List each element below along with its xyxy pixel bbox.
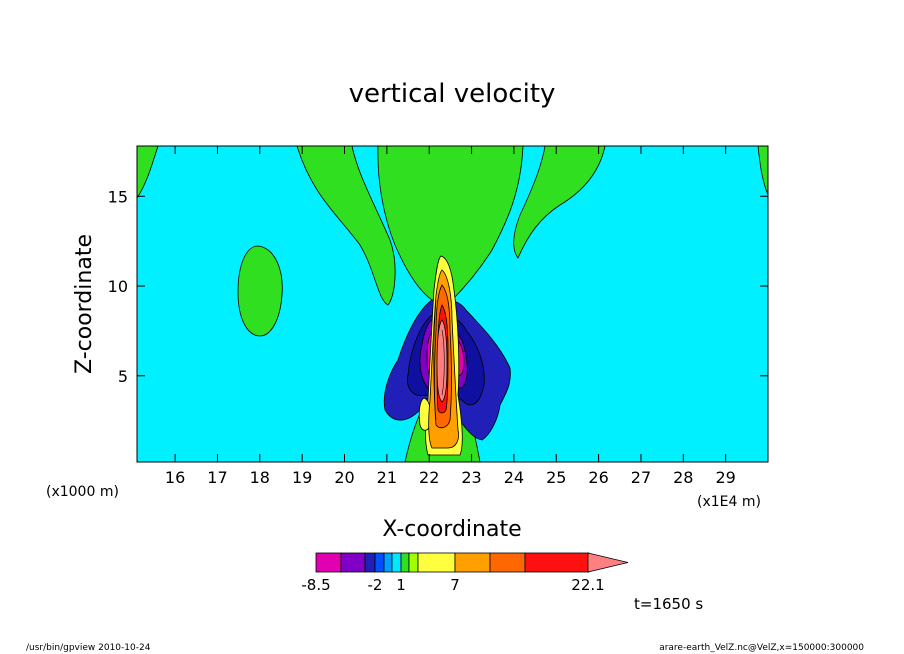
colorbar-segment (408, 552, 419, 573)
x-axis-ticks: 16 17 18 19 20 21 22 23 24 25 26 27 28 29 (165, 146, 736, 487)
chart-title: vertical velocity (349, 79, 556, 109)
x-tick-label: 24 (504, 468, 524, 487)
colorbar-segment (524, 552, 589, 573)
colorbar-tick-label: 22.1 (571, 576, 604, 594)
contour-green-left-lobe (237, 245, 283, 337)
x-tick-label: 26 (588, 468, 608, 487)
y-axis-ticks: 5 10 15 (108, 187, 768, 386)
colorbar-segment (374, 552, 385, 573)
x-tick-label: 22 (419, 468, 439, 487)
x-tick-label: 25 (546, 468, 566, 487)
x-tick-label: 16 (165, 468, 185, 487)
contour-green-right-wedge (513, 146, 606, 259)
x-tick-label: 18 (250, 468, 270, 487)
contour-lines (433, 299, 445, 421)
y-unit-note: (x1000 m) (46, 484, 119, 500)
y-tick-label: 15 (108, 187, 128, 206)
colorbar-segment (315, 552, 342, 573)
colorbar-segment (383, 552, 393, 573)
colorbar-segment (400, 552, 410, 573)
footer-left: /usr/bin/gpview 2010-10-24 (26, 643, 151, 653)
colorbar-segment (417, 552, 456, 573)
x-tick-label: 21 (377, 468, 397, 487)
plot-frame (136, 145, 769, 463)
colorbar-segment (340, 552, 366, 573)
x-tick-label: 28 (673, 468, 693, 487)
contour-green-plume-left (296, 146, 396, 306)
time-label: t=1650 s (634, 595, 703, 613)
colorbar-tick-label: -2 (368, 576, 383, 594)
colorbar-segment (454, 552, 491, 573)
colorbar-segment (391, 552, 402, 573)
contour-fills (137, 146, 768, 462)
colorbar-segment (489, 552, 526, 573)
x-unit-note: (x1E4 m) (697, 494, 761, 510)
colorbar-tick-label: 1 (396, 576, 406, 594)
x-tick-label: 17 (207, 468, 227, 487)
colorbar: -8.5 -2 1 7 22.1 (301, 552, 629, 594)
footer-right: arare-earth_VelZ.nc@VelZ,x=150000:300000 (659, 643, 864, 653)
y-tick-label: 5 (118, 367, 128, 386)
x-tick-label: 23 (461, 468, 481, 487)
x-tick-label: 20 (334, 468, 354, 487)
colorbar-tick-label: 7 (450, 576, 460, 594)
x-tick-label: 27 (631, 468, 651, 487)
y-axis-label: Z-coordinate (72, 234, 97, 374)
plot-area: 16 17 18 19 20 21 22 23 24 25 26 27 28 29 5 10 15 (108, 145, 769, 487)
colorbar-segment (364, 552, 376, 573)
colorbar-tick-label: -8.5 (301, 576, 330, 594)
contour-pink-core (436, 319, 448, 403)
x-axis-label: X-coordinate (382, 517, 521, 542)
y-tick-label: 10 (108, 277, 128, 296)
x-tick-label: 19 (292, 468, 312, 487)
colorbar-extend-arrow (587, 552, 629, 573)
x-tick-label: 29 (715, 468, 735, 487)
